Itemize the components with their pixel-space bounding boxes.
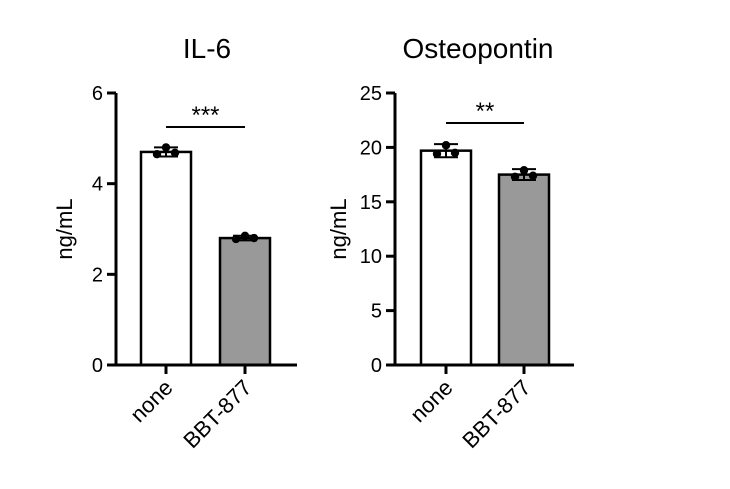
bar-none bbox=[139, 150, 193, 367]
bar-bbt-877 bbox=[497, 173, 551, 367]
data-point bbox=[240, 231, 250, 240]
x-tick-label: none bbox=[405, 375, 457, 427]
x-tick-label: BBT-877 bbox=[457, 375, 535, 453]
y-tick-label: 6 bbox=[92, 83, 103, 105]
y-tick-label: 5 bbox=[371, 301, 382, 323]
chart-il6: IL-6 ng/mL none BBT-877 0 2 4 6 *** bbox=[52, 33, 297, 453]
significance-label: ** bbox=[476, 98, 495, 125]
y-tick-label: 2 bbox=[92, 264, 103, 286]
data-point bbox=[231, 234, 241, 244]
y-axis-label: ng/mL bbox=[52, 198, 77, 259]
data-point bbox=[161, 143, 171, 152]
data-point bbox=[450, 148, 460, 158]
chart-title: IL-6 bbox=[183, 33, 231, 64]
chart-title: Osteopontin bbox=[403, 33, 554, 64]
y-tick-label: 15 bbox=[360, 192, 382, 214]
y-tick-label: 10 bbox=[360, 246, 382, 268]
y-tick-label: 4 bbox=[92, 174, 103, 196]
y-tick-label: 0 bbox=[92, 355, 103, 377]
y-axis-label: ng/mL bbox=[326, 198, 351, 259]
x-tick-label: none bbox=[125, 375, 177, 427]
x-tick-label: BBT-877 bbox=[178, 375, 256, 453]
data-point bbox=[170, 148, 180, 158]
bar-none bbox=[419, 149, 473, 367]
y-tick-label: 0 bbox=[371, 355, 382, 377]
data-point bbox=[441, 141, 451, 150]
bar-bbt-877 bbox=[218, 236, 272, 367]
y-tick-label: 25 bbox=[360, 83, 382, 105]
chart-osteopontin: Osteopontin ng/mL none BBT-877 0 5 10 15 20 25 ** bbox=[326, 33, 574, 453]
data-point bbox=[152, 150, 162, 159]
data-point bbox=[528, 171, 538, 180]
data-point bbox=[432, 149, 442, 159]
y-tick-label: 20 bbox=[360, 137, 382, 159]
significance-label: *** bbox=[191, 102, 219, 129]
data-point bbox=[510, 172, 520, 181]
data-point bbox=[519, 166, 529, 175]
data-point bbox=[249, 233, 259, 243]
